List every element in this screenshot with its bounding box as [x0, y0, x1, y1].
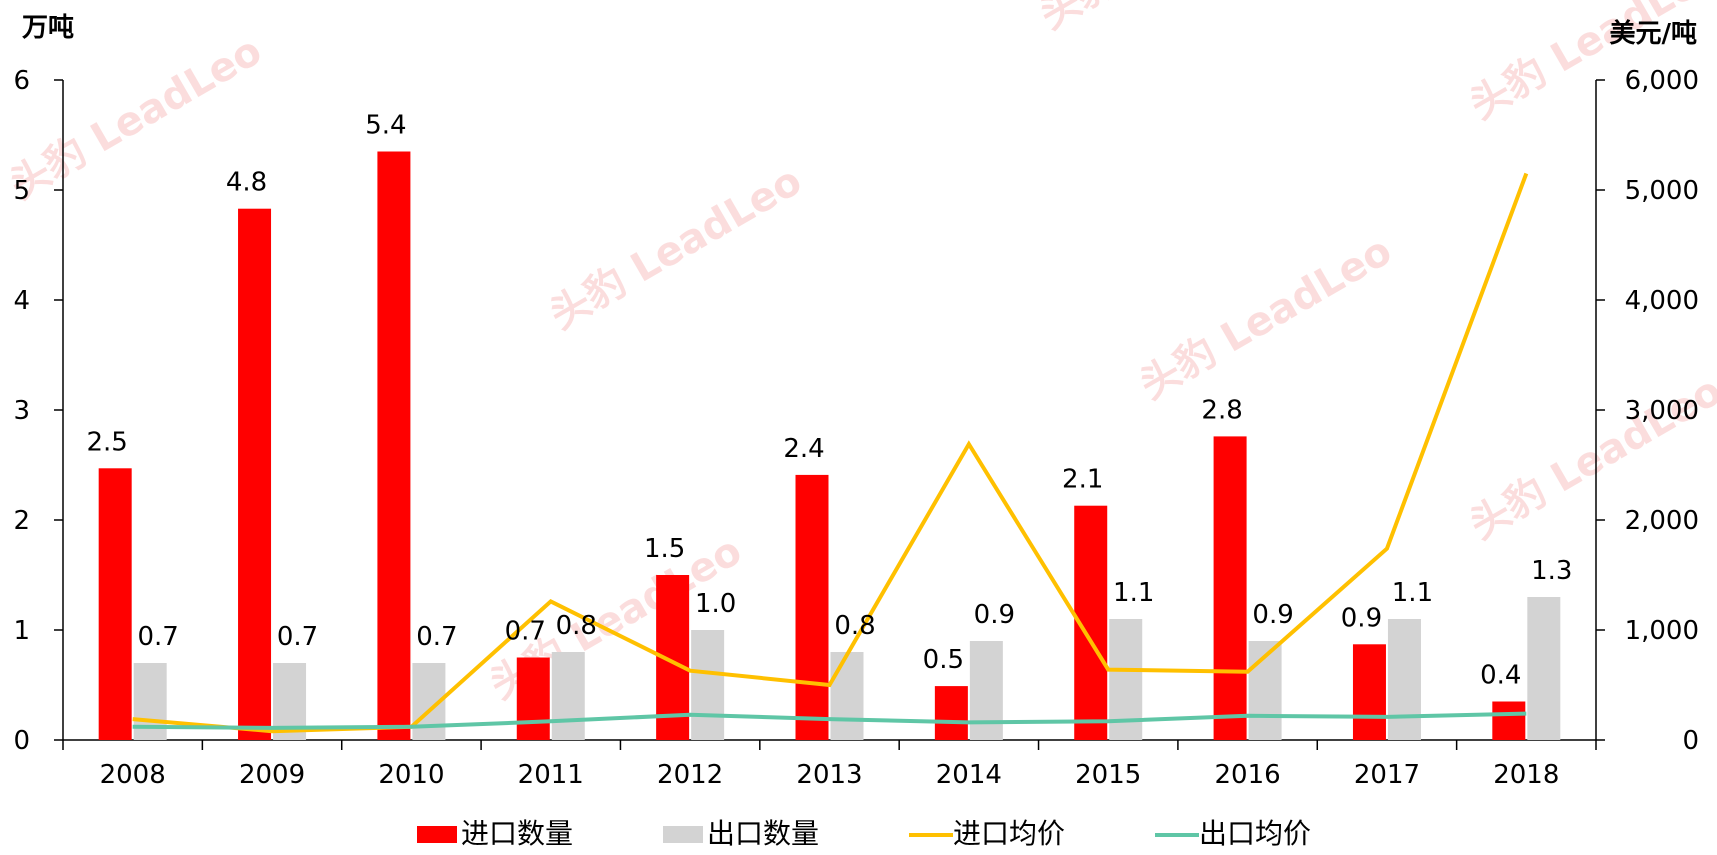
x-tick-label: 2018: [1493, 760, 1559, 790]
data-label-import-qty: 5.4: [365, 111, 406, 141]
right-tick-label: 1,000: [1625, 616, 1699, 646]
data-label-import-qty: 0.7: [505, 617, 546, 647]
left-tick-label: 1: [13, 616, 30, 646]
bar-export-qty: [691, 630, 725, 740]
x-tick-label: 2012: [657, 760, 723, 790]
bar-import-qty: [238, 208, 272, 740]
legend-label: 出口数量: [707, 817, 819, 850]
legend: 进口数量 出口数量 进口均价 出口均价: [417, 817, 1311, 850]
bar-import-qty: [377, 151, 411, 740]
bar-import-qty: [516, 657, 550, 740]
x-tick-label: 2016: [1215, 760, 1281, 790]
data-label-import-qty: 2.5: [87, 427, 128, 457]
left-tick-label: 5: [13, 176, 30, 206]
data-label-import-qty: 2.8: [1201, 395, 1242, 425]
x-tick-label: 2013: [796, 760, 862, 790]
left-tick-label: 3: [13, 396, 30, 426]
data-label-export-qty: 1.1: [1113, 578, 1154, 608]
bar-import-qty: [1352, 644, 1386, 740]
data-label-export-qty: 0.7: [416, 622, 457, 652]
data-label-export-qty: 0.7: [277, 622, 318, 652]
data-label-export-qty: 1.3: [1531, 556, 1572, 586]
data-label-import-qty: 1.5: [644, 534, 685, 564]
bar-export-qty: [1527, 597, 1561, 740]
left-tick-label: 0: [13, 726, 30, 756]
x-tick-label: 2009: [239, 760, 305, 790]
right-tick-label: 3,000: [1625, 396, 1699, 426]
legend-label: 进口数量: [461, 817, 573, 850]
line-import-price: [132, 172, 1529, 734]
data-label-export-qty: 0.9: [1252, 600, 1293, 630]
watermark-text: 头豹 LeadLeo: [542, 158, 809, 339]
x-tick-label: 2011: [518, 760, 584, 790]
right-tick-label: 4,000: [1625, 286, 1699, 316]
data-label-export-qty: 0.7: [138, 622, 179, 652]
line-layer: [132, 172, 1529, 734]
bar-export-qty: [1387, 619, 1421, 740]
bar-export-qty: [551, 652, 585, 740]
left-axis-unit: 万吨: [22, 13, 74, 43]
bar-import-qty: [795, 474, 829, 740]
data-label-export-qty: 1.1: [1392, 578, 1433, 608]
data-label-import-qty: 2.4: [783, 434, 824, 464]
data-label-import-qty: 0.9: [1341, 603, 1382, 633]
data-label-export-qty: 0.8: [834, 611, 875, 641]
data-label-export-qty: 1.0: [695, 589, 736, 619]
data-label-import-qty: 0.4: [1480, 661, 1521, 691]
x-tick-label: 2017: [1354, 760, 1420, 790]
right-tick-label: 6,000: [1625, 66, 1699, 96]
data-label-export-qty: 0.9: [974, 600, 1015, 630]
right-tick-label: 2,000: [1625, 506, 1699, 536]
right-axis-unit: 美元/吨: [1610, 18, 1698, 49]
data-label-import-qty: 2.1: [1062, 465, 1103, 495]
bar-export-qty: [969, 641, 1003, 740]
data-label-export-qty: 0.8: [556, 611, 597, 641]
bar-export-qty: [830, 652, 864, 740]
legend-swatch: [663, 826, 703, 843]
x-tick-label: 2015: [1075, 760, 1141, 790]
data-label-import-qty: 4.8: [226, 168, 267, 198]
bar-import-qty: [934, 686, 968, 740]
bar-import-qty: [1492, 701, 1526, 740]
left-tick-label: 2: [13, 506, 30, 536]
left-tick-label: 4: [13, 286, 30, 316]
watermark-text: 头豹 LeadLeo: [1032, 0, 1299, 39]
axes: 0 1 2 3 4 5 6 0 1,000 2,000 3,000 4,000 5,000 6,000 万吨…: [13, 13, 1699, 790]
line-export-price: [132, 711, 1527, 730]
x-tick-label: 2014: [936, 760, 1002, 790]
bar-layer: [98, 151, 1561, 740]
legend-swatch: [417, 826, 457, 843]
right-tick-label: 0: [1682, 726, 1699, 756]
watermark-text: 头豹 LeadLeo: [1132, 228, 1399, 409]
data-label-import-qty: 0.5: [923, 645, 964, 675]
x-tick-label: 2010: [378, 760, 444, 790]
legend-label: 进口均价: [953, 817, 1065, 850]
x-tick-label: 2008: [100, 760, 166, 790]
right-tick-label: 5,000: [1625, 176, 1699, 206]
data-label-layer: 2.5 4.8 5.4 0.7 1.5 2.4 0.5 2.1 2.8 0.9 0.4 0.7 0.7 0…: [87, 111, 1573, 691]
bar-import-qty: [1213, 436, 1247, 740]
left-tick-label: 6: [13, 66, 30, 96]
bar-import-qty: [98, 468, 132, 740]
legend-label: 出口均价: [1199, 817, 1311, 850]
